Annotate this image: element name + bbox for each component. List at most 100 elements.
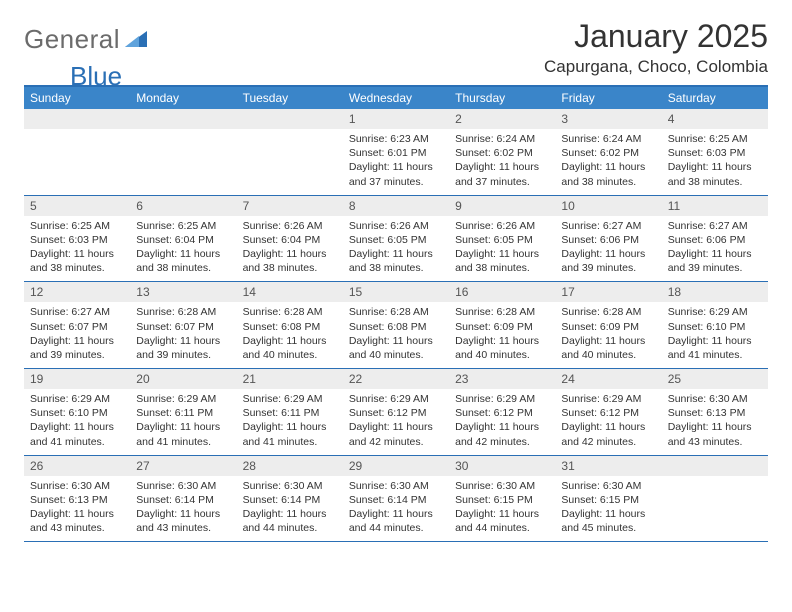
day-body: Sunrise: 6:29 AMSunset: 6:12 PMDaylight:… — [343, 392, 449, 449]
day-cell: 22Sunrise: 6:29 AMSunset: 6:12 PMDayligh… — [343, 369, 449, 455]
day-line: Daylight: 11 hours and 39 minutes. — [561, 247, 655, 275]
day-line: Sunrise: 6:27 AM — [668, 219, 762, 233]
day-number: 24 — [555, 369, 661, 389]
day-body: Sunrise: 6:29 AMSunset: 6:11 PMDaylight:… — [237, 392, 343, 449]
dow-header-cell: Friday — [555, 87, 661, 109]
header: General January 2025 Capurgana, Choco, C… — [24, 18, 768, 77]
day-line: Daylight: 11 hours and 41 minutes. — [136, 420, 230, 448]
day-number: 15 — [343, 282, 449, 302]
day-body: Sunrise: 6:28 AMSunset: 6:09 PMDaylight:… — [555, 305, 661, 362]
day-cell: 5Sunrise: 6:25 AMSunset: 6:03 PMDaylight… — [24, 196, 130, 282]
day-line: Sunset: 6:05 PM — [455, 233, 549, 247]
day-cell: 12Sunrise: 6:27 AMSunset: 6:07 PMDayligh… — [24, 282, 130, 368]
day-body: Sunrise: 6:26 AMSunset: 6:05 PMDaylight:… — [343, 219, 449, 276]
day-cell: 19 Sunrise: 6:29 AMSunset: 6:10 PMDayligh… — [24, 369, 130, 455]
day-line: Sunrise: 6:30 AM — [136, 479, 230, 493]
day-line: Daylight: 11 hours and 38 minutes. — [561, 160, 655, 188]
day-cell: 23Sunrise: 6:29 AMSunset: 6:12 PMDayligh… — [449, 369, 555, 455]
day-line: Sunset: 6:14 PM — [136, 493, 230, 507]
day-line: Daylight: 11 hours and 41 minutes. — [30, 420, 124, 448]
day-line: Sunrise: 6:23 AM — [349, 132, 443, 146]
day-line: Sunset: 6:09 PM — [561, 320, 655, 334]
day-line: Daylight: 11 hours and 43 minutes. — [136, 507, 230, 535]
day-number: 19 — [24, 369, 130, 389]
day-number: 30 — [449, 456, 555, 476]
day-line: Sunset: 6:08 PM — [349, 320, 443, 334]
day-line: Sunset: 6:14 PM — [243, 493, 337, 507]
dow-header-row: SundayMondayTuesdayWednesdayThursdayFrid… — [24, 87, 768, 109]
day-number: 23 — [449, 369, 555, 389]
day-number: 29 — [343, 456, 449, 476]
dow-header-cell: Monday — [130, 87, 236, 109]
day-cell: 13 Sunrise: 6:28 AMSunset: 6:07 PMDayligh… — [130, 282, 236, 368]
day-line: Sunrise: 6:30 AM — [243, 479, 337, 493]
weeks-container: 1 Sunrise: 6:23 AMSunset: 6:01 PMDaylight… — [24, 109, 768, 542]
day-line: Daylight: 11 hours and 38 minutes. — [136, 247, 230, 275]
day-line: Daylight: 11 hours and 40 minutes. — [349, 334, 443, 362]
month-title: January 2025 — [544, 18, 768, 55]
day-line: Sunset: 6:15 PM — [455, 493, 549, 507]
day-body: Sunrise: 6:30 AMSunset: 6:15 PMDaylight:… — [555, 479, 661, 536]
logo-text-blue: Blue — [70, 61, 122, 92]
day-line: Sunrise: 6:24 AM — [561, 132, 655, 146]
day-line: Sunset: 6:13 PM — [30, 493, 124, 507]
day-body: Sunrise: 6:27 AMSunset: 6:07 PMDaylight:… — [24, 305, 130, 362]
day-cell: 18Sunrise: 6:29 AMSunset: 6:10 PMDayligh… — [662, 282, 768, 368]
logo: General — [24, 24, 149, 55]
day-line: Sunset: 6:14 PM — [349, 493, 443, 507]
day-line: Sunrise: 6:30 AM — [349, 479, 443, 493]
day-line: Daylight: 11 hours and 38 minutes. — [243, 247, 337, 275]
day-number: 17 — [555, 282, 661, 302]
day-line: Daylight: 11 hours and 39 minutes. — [30, 334, 124, 362]
day-line: Daylight: 11 hours and 40 minutes. — [243, 334, 337, 362]
day-line: Sunset: 6:02 PM — [561, 146, 655, 160]
day-line: Sunrise: 6:24 AM — [455, 132, 549, 146]
day-line: Sunrise: 6:29 AM — [30, 392, 124, 406]
day-line: Sunset: 6:06 PM — [561, 233, 655, 247]
day-cell — [130, 109, 236, 195]
day-cell — [237, 109, 343, 195]
logo-triangle-icon — [125, 29, 147, 52]
day-number — [24, 109, 130, 129]
day-number: 1 — [343, 109, 449, 129]
day-cell: 2Sunrise: 6:24 AMSunset: 6:02 PMDaylight… — [449, 109, 555, 195]
day-cell: 28Sunrise: 6:30 AMSunset: 6:14 PMDayligh… — [237, 456, 343, 542]
day-body: Sunrise: 6:24 AMSunset: 6:02 PMDaylight:… — [555, 132, 661, 189]
day-body: Sunrise: 6:29 AMSunset: 6:12 PMDaylight:… — [555, 392, 661, 449]
day-body: Sunrise: 6:28 AMSunset: 6:09 PMDaylight:… — [449, 305, 555, 362]
day-line: Daylight: 11 hours and 37 minutes. — [349, 160, 443, 188]
day-body: Sunrise: 6:23 AMSunset: 6:01 PMDaylight:… — [343, 132, 449, 189]
day-number: 9 — [449, 196, 555, 216]
week-row: 1 Sunrise: 6:23 AMSunset: 6:01 PMDaylight… — [24, 109, 768, 196]
day-number: 25 — [662, 369, 768, 389]
day-body: Sunrise: 6:30 AMSunset: 6:14 PMDaylight:… — [237, 479, 343, 536]
day-cell: 14Sunrise: 6:28 AMSunset: 6:08 PMDayligh… — [237, 282, 343, 368]
day-line: Daylight: 11 hours and 44 minutes. — [455, 507, 549, 535]
day-line: Sunrise: 6:25 AM — [136, 219, 230, 233]
day-line: Sunrise: 6:30 AM — [561, 479, 655, 493]
day-line: Sunset: 6:04 PM — [243, 233, 337, 247]
day-line: Sunrise: 6:28 AM — [455, 305, 549, 319]
day-line: Sunrise: 6:25 AM — [30, 219, 124, 233]
calendar: SundayMondayTuesdayWednesdayThursdayFrid… — [24, 85, 768, 542]
day-line: Daylight: 11 hours and 44 minutes. — [349, 507, 443, 535]
day-body: Sunrise: 6:29 AMSunset: 6:10 PMDaylight:… — [24, 392, 130, 449]
day-line: Sunset: 6:06 PM — [668, 233, 762, 247]
day-line: Sunrise: 6:25 AM — [668, 132, 762, 146]
day-cell: 26Sunrise: 6:30 AMSunset: 6:13 PMDayligh… — [24, 456, 130, 542]
day-line: Sunset: 6:04 PM — [136, 233, 230, 247]
day-number: 13 — [130, 282, 236, 302]
day-line: Sunset: 6:05 PM — [349, 233, 443, 247]
day-body: Sunrise: 6:28 AMSunset: 6:07 PMDaylight:… — [130, 305, 236, 362]
day-line: Sunrise: 6:28 AM — [561, 305, 655, 319]
day-number — [130, 109, 236, 129]
day-cell: 17 Sunrise: 6:28 AMSunset: 6:09 PMDayligh… — [555, 282, 661, 368]
day-line: Sunrise: 6:29 AM — [561, 392, 655, 406]
day-number: 10 — [555, 196, 661, 216]
day-line: Sunrise: 6:27 AM — [561, 219, 655, 233]
day-number: 2 — [449, 109, 555, 129]
day-number: 11 — [662, 196, 768, 216]
day-line: Sunrise: 6:28 AM — [243, 305, 337, 319]
day-line: Sunrise: 6:29 AM — [243, 392, 337, 406]
dow-header-cell: Wednesday — [343, 87, 449, 109]
